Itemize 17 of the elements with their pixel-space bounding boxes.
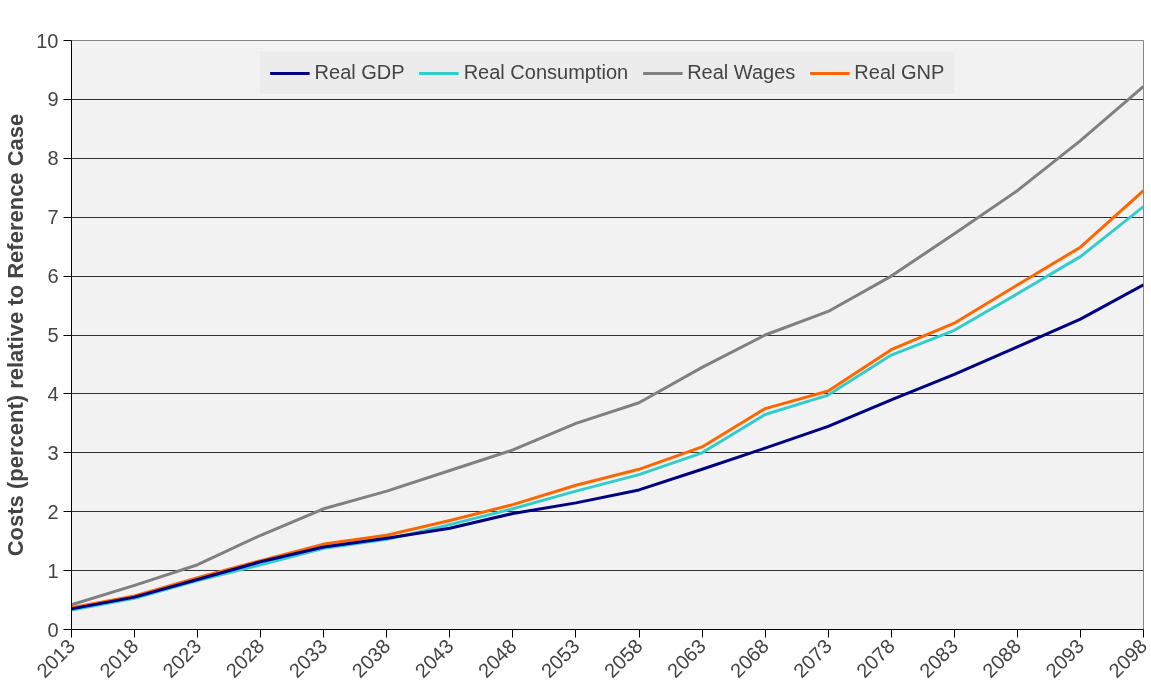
line-series	[71, 283, 1144, 611]
y-tick-label: 8	[47, 147, 59, 170]
legend-label: Real Consumption	[463, 61, 629, 84]
y-tick-label: 6	[47, 265, 59, 288]
y-tick-label: 9	[47, 88, 59, 111]
y-tick-label: 1	[47, 559, 59, 582]
y-tick-label: 5	[47, 324, 59, 346]
y-tick-label: 7	[47, 206, 59, 229]
y-tick-label: 4	[47, 382, 59, 405]
y-tick-label: 10	[36, 29, 59, 52]
y-tick-label: 3	[47, 441, 59, 464]
y-axis-title: Costs (percent) relative to Reference Case	[3, 113, 29, 557]
legend-label: Real Wages	[687, 61, 796, 84]
legend-label: Real GNP	[854, 61, 945, 84]
legend-label: Real GDP	[314, 61, 405, 84]
y-tick-label: 2	[47, 500, 59, 523]
y-tick-label: 0	[47, 618, 59, 641]
